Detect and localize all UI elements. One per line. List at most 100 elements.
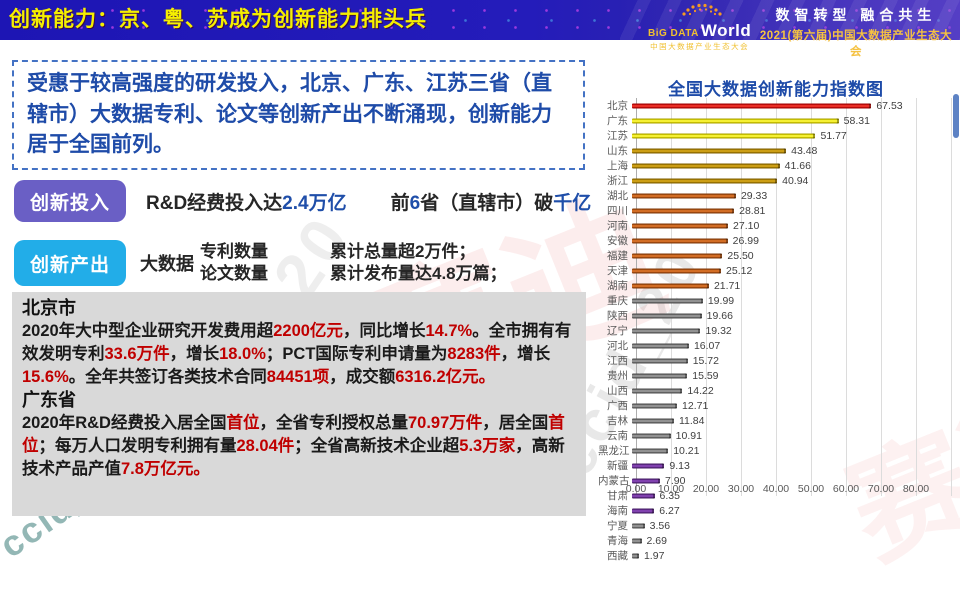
chart-x-tick-label: 70.00 [867,483,895,495]
chart-title: 全国大数据创新能力指数图 [668,80,884,99]
chart-bar [632,148,787,153]
chart-category-label: 辽宁 [607,325,628,337]
chart-bar [632,268,722,273]
event-name: 2021(第六届)中国大数据产业生态大会 [759,30,953,58]
chart-bar [632,388,683,393]
text-segment: 首位 [22,414,565,455]
chart-bar [632,448,669,453]
output-badge: 创新产出 [14,240,126,286]
chart-plot-cell: 16.07 [632,338,951,353]
chart-category-label: 广东 [607,115,628,127]
chart-plot-cell: 29.33 [632,188,951,203]
chart-bar [632,553,639,558]
text-segment: 2020年大中型企业研究开发费用超 [22,322,274,341]
metric-papers: 论文数量 [200,264,268,283]
chart-bar [632,298,703,303]
chart-plot-cell: 19.66 [632,308,951,323]
chart-category-label: 河南 [607,220,628,232]
big-data-world-logo: BiG DATA World 中国大数据产业生态大会 [648,3,751,52]
chart-value-label: 10.21 [673,444,700,457]
chart-gridline [915,98,917,496]
chart-value-label: 15.59 [692,369,719,382]
chart-plot-area: 北京 67.53 广东 58.31 江苏 51.77 山东 43.48 上海 41.66 浙江 40.… [598,98,954,562]
text-segment: ；每万人口发明专利拥有量 [38,436,237,455]
chart-bar [632,478,660,483]
chart-value-label: 29.33 [740,189,768,202]
text-segment: R&D经费投入达 [146,192,283,214]
beijing-paragraph: 2020年大中型企业研究开发费用超2200亿元，同比增长14.7%。全市拥有有效… [22,320,576,388]
chart-bar [632,163,780,168]
chart-value-label: 7.90 [665,474,686,487]
chart-row: 安徽 26.99 [598,233,951,248]
chart-category-label: 安徽 [607,235,628,247]
chart-category-label: 四川 [607,205,628,217]
chart-plot-cell: 14.22 [632,383,951,398]
chart-value-label: 10.91 [675,429,702,442]
page-title: 创新能力：京、粤、苏成为创新能力排头兵 [9,8,427,31]
text-segment: 。全年共签订各类技术合同 [68,367,267,386]
logo-subtitle: 中国大数据产业生态大会 [650,42,750,51]
chart-bar [632,358,688,363]
province-detail-box: 北京市 2020年大中型企业研究开发费用超2200亿元，同比增长14.7%。全市… [12,292,586,516]
chart-category-label: 山西 [607,385,628,397]
chart-value-label: 21.71 [713,279,741,292]
chart-bar [632,283,709,288]
chart-category-label: 海南 [607,505,628,517]
chart-value-label: 6.35 [659,489,680,502]
chart-row: 河北 16.07 [598,338,951,353]
chart-row: 江苏 51.77 [598,128,951,143]
chart-row: 四川 28.81 [598,203,951,218]
text-segment: 6316.2亿元。 [395,367,496,386]
chart-value-label: 16.07 [693,339,721,352]
text-segment: 2200亿元 [273,322,343,341]
metric-patents: 专利数量 [200,241,268,261]
chart-bar [632,373,688,378]
chart-row: 福建 25.50 [598,248,951,263]
chart-bar [632,103,872,108]
chart-gridline [811,98,812,496]
chart-category-label: 黑龙江 [598,445,630,457]
text-segment: 18.0% [219,345,266,364]
chart-plot-cell: 19.32 [632,323,951,338]
chart-row: 河南 27.10 [598,218,951,233]
logo-text-big-data: BiG DATA [648,28,699,39]
chart-category-label: 吉林 [607,415,628,427]
chart-plot-cell: 6.27 [632,503,951,518]
chart-category-label: 湖北 [607,190,628,202]
chart-row: 重庆 19.99 [598,293,951,308]
chart-category-label: 福建 [607,250,628,262]
chart-value-label: 1.97 [643,549,665,562]
chart-value-label: 19.66 [706,309,733,322]
chart-row: 辽宁 19.32 [598,323,951,338]
chart-category-label: 西藏 [607,550,628,562]
text-segment: 8283件 [447,345,501,364]
guangdong-heading: 广东省 [22,389,76,410]
chart-plot-cell: 28.81 [632,203,951,218]
chart-row: 广西 12.71 [598,398,951,413]
chart-bar [632,253,723,258]
chart-plot-cell: 26.99 [632,233,951,248]
chart-plot-cell: 25.12 [632,263,951,278]
chart-y-axis-line [636,98,637,496]
chart-plot-cell: 1.97 [632,548,951,563]
chart-plot-cell: 21.71 [632,278,951,293]
text-segment: ；PCT国际专利申请量为 [265,345,448,364]
chart-row: 内蒙古 7.90 [598,473,951,488]
chart-bar [632,538,642,543]
text-segment: 省（直辖市）破 [420,192,554,214]
text-segment: 2020年R&D经费投入居全国 [22,414,227,433]
chart-plot-cell: 10.91 [632,428,951,443]
chart-plot-cell: 40.94 [632,173,951,188]
chart-plot-cell: 10.21 [632,443,951,458]
chart-plot-cell: 9.13 [632,458,951,473]
chart-category-label: 天津 [607,265,628,277]
chart-row: 宁夏 3.56 [598,518,951,533]
chart-row: 湖南 21.71 [598,278,951,293]
chart-gridline [846,98,847,496]
output-results: 累计总量超2万件； 累计发布量达4.8万篇； [330,241,507,285]
vertical-scrollbar-thumb[interactable] [953,94,959,138]
chart-category-label: 贵州 [607,370,628,382]
chart-row: 广东 58.31 [598,113,951,128]
chart-value-label: 3.56 [649,519,671,532]
